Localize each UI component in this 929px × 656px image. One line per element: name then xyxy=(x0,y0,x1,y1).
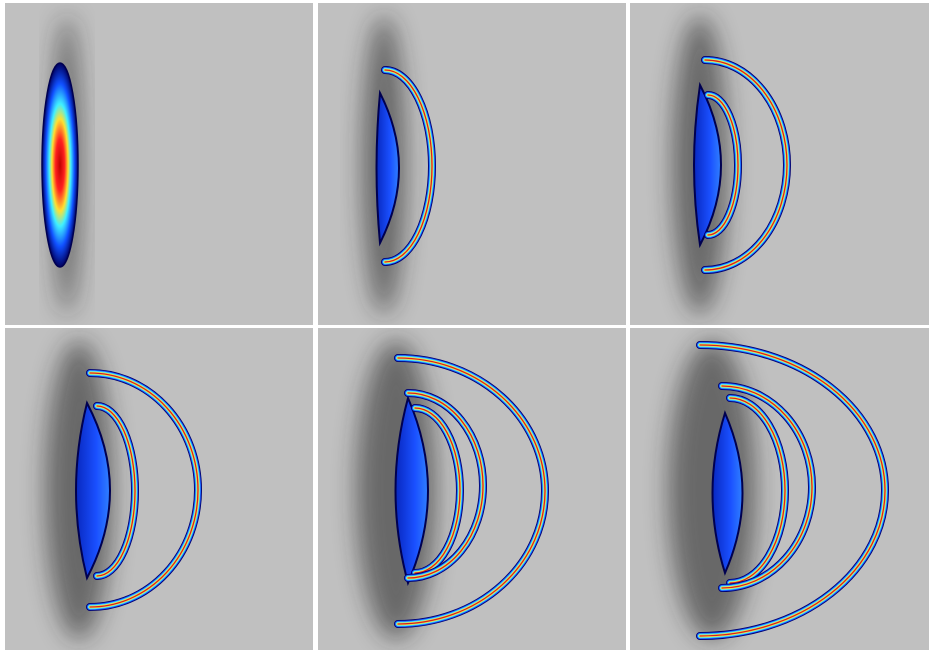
panel xyxy=(318,328,626,650)
wave-front xyxy=(699,344,886,637)
panel xyxy=(5,328,313,650)
panel-content xyxy=(5,328,313,650)
wave-front xyxy=(96,405,136,577)
wave-front xyxy=(397,357,546,625)
wave-front xyxy=(721,385,813,589)
crescent xyxy=(394,394,429,587)
wave-front xyxy=(414,407,461,574)
wave-front xyxy=(407,392,484,579)
panel-content xyxy=(318,3,626,325)
panels xyxy=(5,3,929,650)
panel xyxy=(5,3,313,325)
crescent xyxy=(693,81,722,249)
crescent xyxy=(711,410,744,576)
panel-content xyxy=(630,328,929,650)
panel-content xyxy=(5,3,313,325)
panel xyxy=(630,3,929,325)
crescent xyxy=(75,400,111,581)
wave-front xyxy=(89,372,199,608)
panel-content xyxy=(318,328,626,650)
lens xyxy=(41,62,79,268)
crescent xyxy=(375,89,400,247)
panel xyxy=(318,3,626,325)
wave-front xyxy=(729,397,786,584)
wave-front xyxy=(704,59,788,271)
panel-content xyxy=(630,3,929,325)
wave-front xyxy=(384,69,433,263)
wave-front xyxy=(707,94,739,236)
panel xyxy=(630,328,929,650)
